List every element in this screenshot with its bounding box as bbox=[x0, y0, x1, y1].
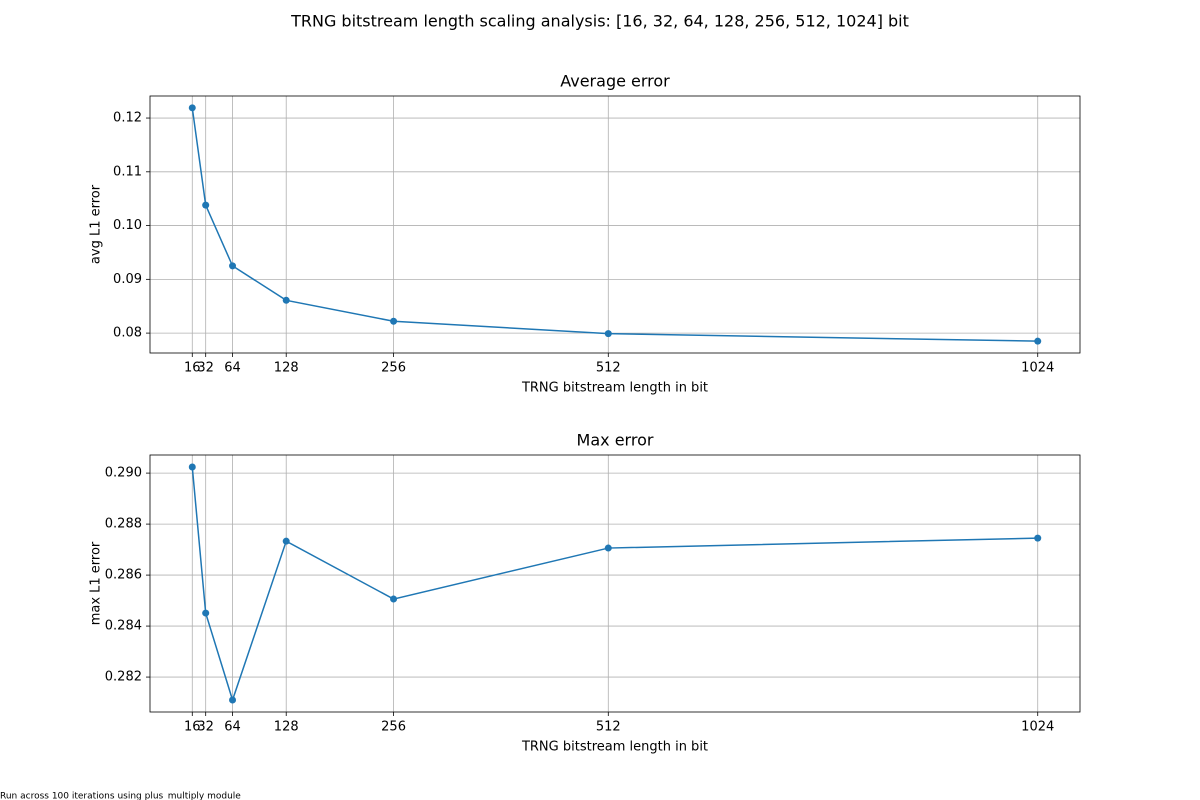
x-tick-label: 16 bbox=[184, 720, 201, 735]
y-tick-label: 0.288 bbox=[105, 517, 142, 532]
x-tick-label: 1024 bbox=[1021, 720, 1054, 735]
x-tick-label: 32 bbox=[197, 720, 214, 735]
x-tick-label: 512 bbox=[596, 361, 621, 376]
data-point bbox=[202, 201, 210, 209]
data-point bbox=[604, 330, 612, 338]
x-tick-label: 16 bbox=[184, 361, 201, 376]
y-axis-label: avg L1 error bbox=[89, 184, 104, 264]
y-tick-label: 0.12 bbox=[113, 111, 142, 126]
data-point bbox=[229, 696, 237, 704]
y-tick-label: 0.282 bbox=[105, 670, 142, 685]
axes-title: Average error bbox=[560, 72, 670, 91]
data-point bbox=[390, 317, 398, 325]
figure-title: TRNG bitstream length scaling analysis: … bbox=[290, 12, 909, 31]
data-line bbox=[191, 466, 1038, 703]
y-tick-label: 0.286 bbox=[105, 568, 142, 583]
data-point bbox=[282, 537, 290, 545]
y-axis-label: max L1 error bbox=[89, 541, 104, 625]
x-tick-label: 256 bbox=[381, 361, 406, 376]
data-line bbox=[191, 107, 1038, 342]
x-tick-label: 256 bbox=[381, 720, 406, 735]
x-tick-label: 512 bbox=[596, 720, 621, 735]
y-tick-label: 0.11 bbox=[113, 164, 142, 179]
data-point bbox=[604, 544, 612, 552]
axes-title: Max error bbox=[577, 431, 654, 450]
x-tick-label: 32 bbox=[197, 361, 214, 376]
x-tick-label: 128 bbox=[274, 361, 299, 376]
y-tick-label: 0.284 bbox=[105, 619, 142, 634]
data-point bbox=[188, 463, 196, 471]
footnote: Run across 100 iterations using plus_mul… bbox=[0, 792, 241, 800]
x-axis-label: TRNG bitstream length in bit bbox=[521, 740, 708, 755]
x-tick-label: 64 bbox=[224, 720, 241, 735]
axes-frame bbox=[149, 95, 1081, 354]
x-axis-label: TRNG bitstream length in bit bbox=[521, 381, 708, 396]
data-point bbox=[1034, 337, 1042, 345]
data-point bbox=[202, 609, 210, 617]
y-tick-label: 0.290 bbox=[105, 466, 142, 481]
y-tick-label: 0.08 bbox=[113, 326, 142, 341]
x-tick-label: 1024 bbox=[1021, 361, 1054, 376]
data-point bbox=[1034, 534, 1042, 542]
y-tick-label: 0.09 bbox=[113, 272, 142, 287]
data-point bbox=[390, 595, 398, 603]
data-point bbox=[229, 262, 237, 270]
data-point bbox=[188, 104, 196, 112]
x-tick-label: 128 bbox=[274, 720, 299, 735]
y-tick-label: 0.10 bbox=[113, 218, 142, 233]
x-tick-label: 64 bbox=[224, 361, 241, 376]
data-point bbox=[282, 296, 290, 304]
axes-frame bbox=[149, 454, 1081, 713]
